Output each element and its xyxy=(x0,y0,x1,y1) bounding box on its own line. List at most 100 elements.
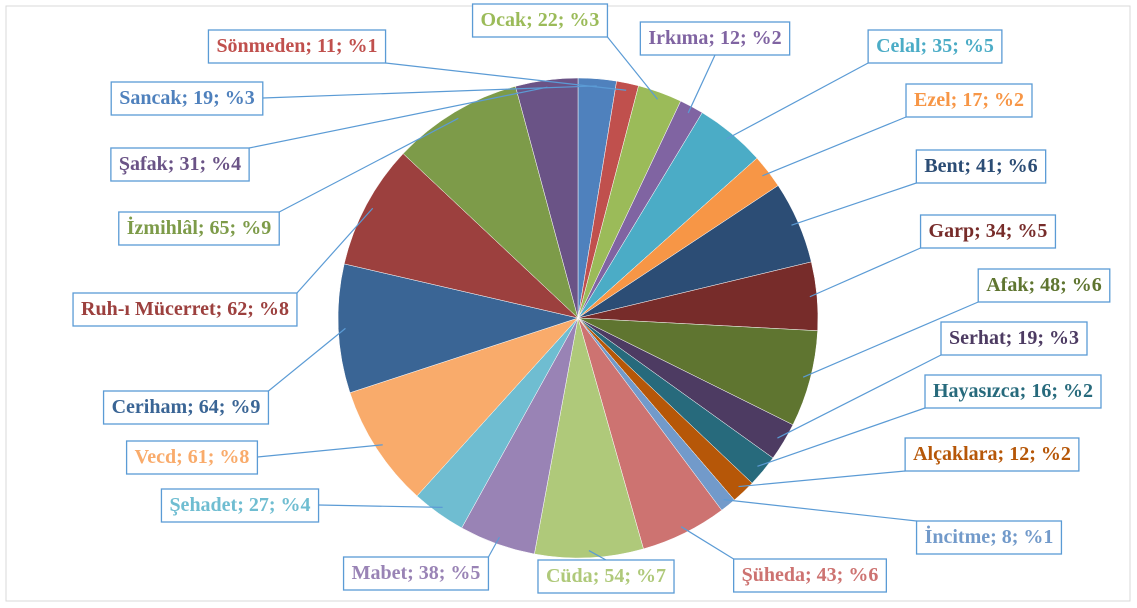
data-label: Hayasızca; 16; %2 xyxy=(933,380,1093,402)
label-value: ; 43; %6 xyxy=(805,564,878,586)
label-category: Hayasızca xyxy=(933,380,1020,402)
data-label: Ruh-ı Mücerret; 62; %8 xyxy=(81,298,289,320)
data-label: İncitme; 8; %1 xyxy=(925,524,1054,548)
label-category: Serhat xyxy=(949,327,1006,349)
leader-line xyxy=(268,327,346,392)
label-category: Alçaklara xyxy=(913,443,997,465)
leader-line xyxy=(723,499,917,522)
leader-line xyxy=(809,247,921,298)
leader-line xyxy=(687,54,716,114)
label-box xyxy=(471,3,609,38)
label-value: ; 11; %1 xyxy=(305,35,377,57)
label-value: ; 41; %6 xyxy=(964,155,1037,177)
label-category: Şehadet xyxy=(169,494,237,516)
label-category: Sancak xyxy=(119,87,182,109)
leader-line xyxy=(248,86,548,149)
leader-line xyxy=(318,504,443,508)
label-box xyxy=(915,149,1047,184)
label-box xyxy=(977,268,1111,303)
pie-slice xyxy=(534,317,644,559)
label-value: ; 61; %8 xyxy=(176,446,249,468)
leader-line xyxy=(726,62,869,140)
label-value: ; 16; %2 xyxy=(1020,380,1093,402)
label-box xyxy=(207,29,387,64)
label-value: ; 27; %4 xyxy=(237,494,310,516)
label-box xyxy=(904,437,1080,472)
data-label: Sönmeden; 11; %1 xyxy=(216,35,377,57)
data-label: Cüda; 54; %7 xyxy=(546,565,666,587)
label-category: Ezel xyxy=(914,89,951,111)
label-value: ; 34; %5 xyxy=(974,220,1047,242)
label-category: Mabet xyxy=(352,562,408,584)
label-box xyxy=(732,558,888,593)
label-category: Irkıma xyxy=(648,27,708,49)
data-label: Afak; 48; %6 xyxy=(986,274,1102,296)
label-box xyxy=(110,81,264,116)
leader-line xyxy=(487,536,500,558)
label-category: Şüheda xyxy=(742,564,805,586)
leaders xyxy=(248,36,979,561)
data-label: Şehadet; 27; %4 xyxy=(169,494,310,516)
label-value: ; 64; %9 xyxy=(187,396,260,418)
leader-line xyxy=(757,407,926,467)
data-label: Bent; 41; %6 xyxy=(924,155,1037,177)
label-box xyxy=(639,21,791,56)
label-category: İncitme xyxy=(925,524,991,548)
data-label: Mabet; 38; %5 xyxy=(352,562,481,584)
label-category: Vecd xyxy=(135,446,176,468)
label-value: ; 12; %2 xyxy=(998,443,1071,465)
leader-line xyxy=(588,550,607,561)
leader-line xyxy=(802,301,979,378)
label-box xyxy=(125,440,259,475)
label-value: ; 35; %5 xyxy=(921,35,994,57)
data-label: Ocak; 22; %3 xyxy=(481,9,600,31)
label-category: Şafak xyxy=(119,153,169,175)
label-box xyxy=(110,147,250,182)
leader-line xyxy=(296,207,374,294)
label-box xyxy=(940,321,1088,356)
pie-slice xyxy=(515,77,579,319)
label-value: ; 31; %4 xyxy=(168,153,241,175)
label-box xyxy=(118,211,280,246)
label-value: ; 12; %2 xyxy=(708,27,781,49)
label-value: ; 48; %6 xyxy=(1028,274,1101,296)
label-value: ; 54; %7 xyxy=(593,565,666,587)
label-box xyxy=(867,29,1003,64)
leader-line xyxy=(680,526,734,560)
leader-line xyxy=(791,182,917,226)
leader-line xyxy=(777,354,942,439)
data-label: Ceriham; 64; %9 xyxy=(112,396,261,418)
label-category: Ceriham xyxy=(112,396,188,418)
data-label: Celal; 35; %5 xyxy=(876,35,994,57)
pie-slice xyxy=(343,153,579,319)
data-label: Ezel; 17; %2 xyxy=(914,89,1024,111)
data-label: Irkıma; 12; %2 xyxy=(648,27,781,49)
leader-line xyxy=(606,36,658,100)
data-label: Garp; 34; %5 xyxy=(929,220,1048,242)
data-label: Vecd; 61; %8 xyxy=(135,446,250,468)
label-category: Cüda xyxy=(546,565,593,587)
label-box xyxy=(924,374,1102,409)
label-box xyxy=(160,488,320,523)
label-box xyxy=(102,390,270,425)
label-value: ; 19; %3 xyxy=(181,87,254,109)
label-box xyxy=(915,520,1063,555)
label-category: İzmihlâl xyxy=(127,215,199,239)
label-box xyxy=(72,292,298,327)
label-value: ; 22; %3 xyxy=(526,9,599,31)
label-category: Afak xyxy=(986,274,1029,296)
leader-line xyxy=(385,62,627,91)
data-label: Sancak; 19; %3 xyxy=(119,87,255,109)
label-value: ; 62; %8 xyxy=(216,298,289,320)
leader-line xyxy=(738,470,906,488)
label-value: ; 65; %9 xyxy=(198,217,271,239)
label-box xyxy=(905,83,1033,118)
data-label: İzmihlâl; 65; %9 xyxy=(127,215,271,239)
slices xyxy=(337,77,819,559)
label-category: Ocak xyxy=(481,9,527,31)
pie-slice xyxy=(402,85,579,319)
label-category: Bent xyxy=(924,155,964,177)
label-box xyxy=(537,559,675,594)
